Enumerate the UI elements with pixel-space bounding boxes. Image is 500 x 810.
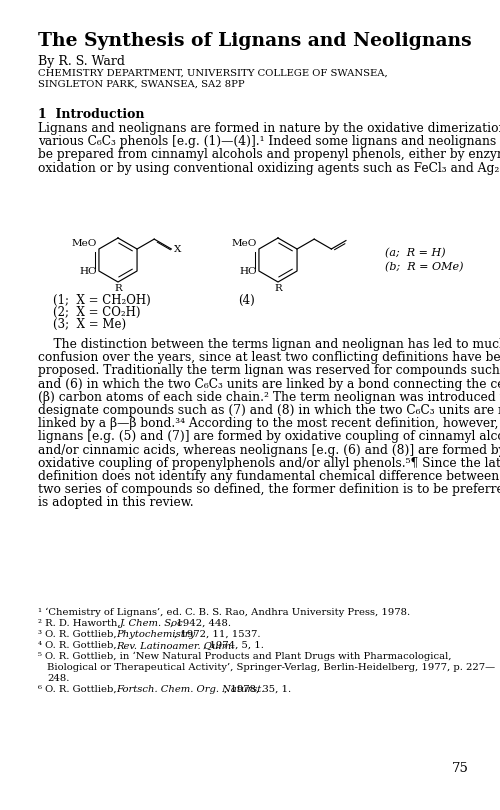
Text: (1;  X = CH₂OH): (1; X = CH₂OH) (53, 294, 151, 307)
Text: (β) carbon atoms of each side chain.² The term neolignan was introduced to: (β) carbon atoms of each side chain.² Th… (38, 390, 500, 404)
Text: Biological or Therapeutical Activity’, Springer-Verlag, Berlin-Heidelberg, 1977,: Biological or Therapeutical Activity’, S… (47, 663, 495, 672)
Text: ⁵ O. R. Gottlieb, in ‘New Natural Products and Plant Drugs with Pharmacological,: ⁵ O. R. Gottlieb, in ‘New Natural Produc… (38, 652, 452, 661)
Text: X: X (174, 245, 182, 254)
Text: Phytochemistry: Phytochemistry (116, 630, 195, 639)
Text: SINGLETON PARK, SWANSEA, SA2 8PP: SINGLETON PARK, SWANSEA, SA2 8PP (38, 80, 244, 89)
Text: (a;  R = H): (a; R = H) (385, 248, 446, 258)
Text: 248.: 248. (47, 674, 70, 683)
Text: designate compounds such as (7) and (8) in which the two C₆C₃ units are not: designate compounds such as (7) and (8) … (38, 404, 500, 417)
Text: (4): (4) (238, 294, 255, 307)
Text: two series of compounds so defined, the former definition is to be preferred and: two series of compounds so defined, the … (38, 484, 500, 497)
Text: CHEMISTRY DEPARTMENT, UNIVERSITY COLLEGE OF SWANSEA,: CHEMISTRY DEPARTMENT, UNIVERSITY COLLEGE… (38, 69, 388, 78)
Text: ⁶ O. R. Gottlieb,: ⁶ O. R. Gottlieb, (38, 685, 120, 694)
Text: confusion over the years, since at least two conflicting definitions have been: confusion over the years, since at least… (38, 352, 500, 365)
Text: J. Chem. Soc.: J. Chem. Soc. (120, 619, 187, 628)
Text: 1  Introduction: 1 Introduction (38, 108, 144, 121)
Text: and/or cinnamic acids, whereas neolignans [e.g. (6) and (8)] are formed by: and/or cinnamic acids, whereas neolignan… (38, 444, 500, 457)
Text: oxidation or by using conventional oxidizing agents such as FeCl₃ and Ag₂O.: oxidation or by using conventional oxidi… (38, 162, 500, 175)
Text: (b;  R = OMe): (b; R = OMe) (385, 262, 464, 272)
Text: definition does not identify any fundamental chemical difference between the: definition does not identify any fundame… (38, 470, 500, 483)
Text: The Synthesis of Lignans and Neolignans: The Synthesis of Lignans and Neolignans (38, 32, 472, 50)
Text: By R. S. Ward: By R. S. Ward (38, 55, 125, 68)
Text: , 1972, 11, 1537.: , 1972, 11, 1537. (174, 630, 260, 639)
Text: linked by a β—β bond.³⁴ According to the most recent definition, however,: linked by a β—β bond.³⁴ According to the… (38, 417, 498, 430)
Text: proposed. Traditionally the term lignan was reserved for compounds such as (5): proposed. Traditionally the term lignan … (38, 364, 500, 377)
Text: Fortsch. Chem. Org. Naturst.: Fortsch. Chem. Org. Naturst. (116, 685, 264, 694)
Text: and (6) in which the two C₆C₃ units are linked by a bond connecting the central: and (6) in which the two C₆C₃ units are … (38, 377, 500, 390)
Text: , 1978, 35, 1.: , 1978, 35, 1. (224, 685, 291, 694)
Text: R: R (114, 284, 122, 293)
Text: 75: 75 (452, 762, 468, 775)
Text: ³ O. R. Gottlieb,: ³ O. R. Gottlieb, (38, 630, 120, 639)
Text: The distinction between the terms lignan and neolignan has led to much: The distinction between the terms lignan… (38, 338, 500, 351)
Text: HO: HO (240, 266, 257, 275)
Text: be prepared from cinnamyl alcohols and propenyl phenols, either by enzymic: be prepared from cinnamyl alcohols and p… (38, 148, 500, 161)
Text: is adopted in this review.: is adopted in this review. (38, 497, 194, 509)
Text: Rev. Latinoamer. Quim.: Rev. Latinoamer. Quim. (116, 641, 234, 650)
Text: ¹ ‘Chemistry of Lignans’, ed. C. B. S. Rao, Andhra University Press, 1978.: ¹ ‘Chemistry of Lignans’, ed. C. B. S. R… (38, 608, 410, 617)
Text: various C₆C₃ phenols [e.g. (1)—(4)].¹ Indeed some lignans and neolignans can: various C₆C₃ phenols [e.g. (1)—(4)].¹ In… (38, 135, 500, 148)
Text: ⁴ O. R. Gottlieb,: ⁴ O. R. Gottlieb, (38, 641, 120, 650)
Text: Lignans and neolignans are formed in nature by the oxidative dimerization of: Lignans and neolignans are formed in nat… (38, 122, 500, 135)
Text: (2;  X = CO₂H): (2; X = CO₂H) (53, 306, 141, 319)
Text: MeO: MeO (232, 239, 257, 248)
Text: HO: HO (80, 266, 97, 275)
Text: (3;  X = Me): (3; X = Me) (53, 318, 126, 331)
Text: oxidative coupling of propenylphenols and/or allyl phenols.⁵¶ Since the latter: oxidative coupling of propenylphenols an… (38, 457, 500, 470)
Text: lignans [e.g. (5) and (7)] are formed by oxidative coupling of cinnamyl alcohols: lignans [e.g. (5) and (7)] are formed by… (38, 430, 500, 443)
Text: R: R (274, 284, 282, 293)
Text: , 1942, 448.: , 1942, 448. (170, 619, 231, 628)
Text: ² R. D. Haworth,: ² R. D. Haworth, (38, 619, 124, 628)
Text: , 1974, 5, 1.: , 1974, 5, 1. (203, 641, 264, 650)
Text: MeO: MeO (72, 239, 97, 248)
